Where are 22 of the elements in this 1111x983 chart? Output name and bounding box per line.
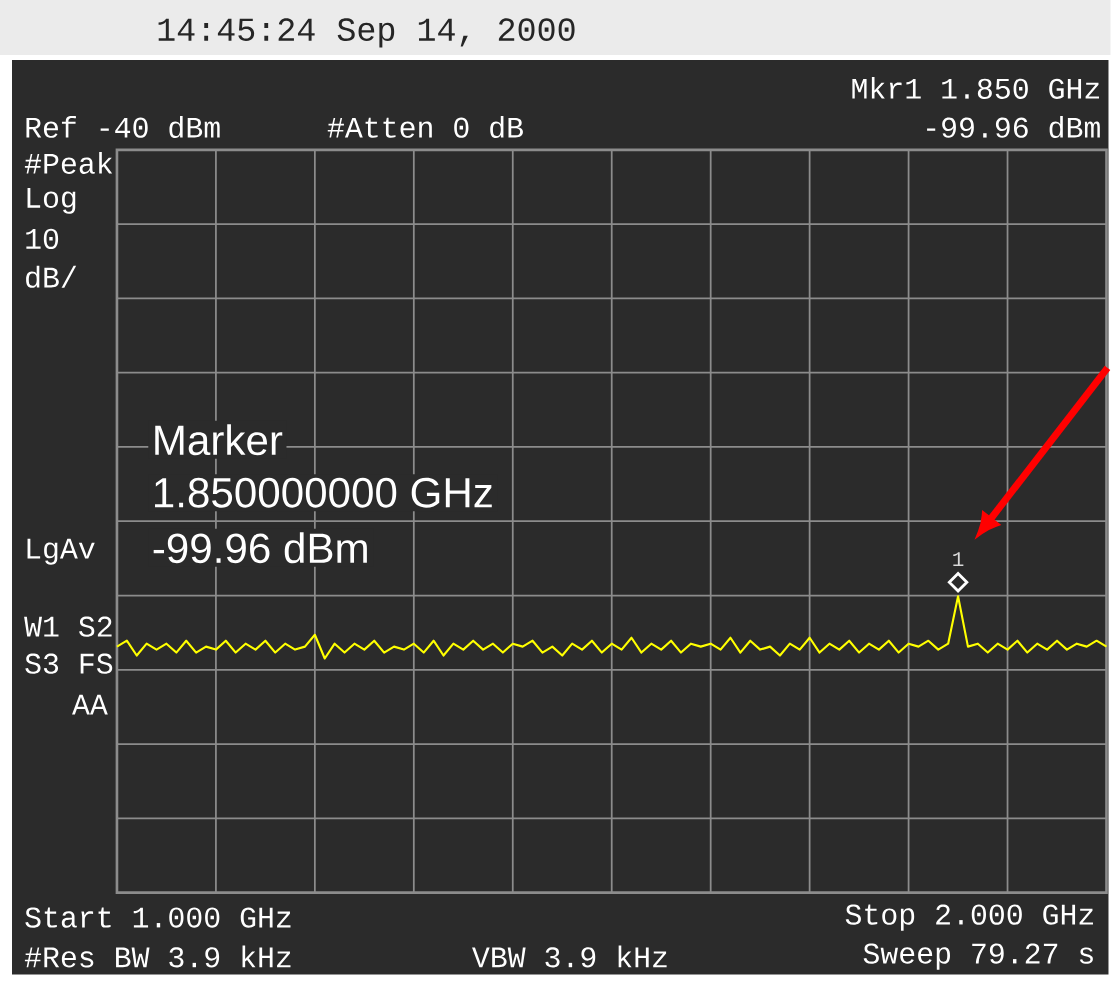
text: VBW 3.9 kHz [472,945,667,968]
text: Mkr1 1.850 GHz [852,77,1099,100]
text: -99.96 dBm [153,532,367,564]
text: Ref -40 dBm [26,116,220,139]
text: 1.850000000 GHz [155,478,492,508]
text: W1 S2 [24,616,112,638]
text: 1 [953,552,964,567]
chart-title: 14:45:24 Sep 14, 2000 [158,18,575,48]
text: Start 1.000 GHz [25,907,291,928]
text: AA [72,695,108,715]
text: 10 [26,228,59,250]
text: dB/ [26,266,77,289]
text: #Res BW 3.9 kHz [24,945,291,968]
text: S3 FS [25,653,113,675]
text: Log [27,188,76,215]
text: LgAv [27,539,95,565]
text: #Atten 0 dB [327,116,523,139]
text: Stop 2.000 GHz [845,904,1093,931]
text: #Peak [24,152,113,175]
text: Sweep 79.27 s [863,943,1093,970]
text: -99.96 dBm [927,116,1100,139]
text: Marker [155,424,283,456]
